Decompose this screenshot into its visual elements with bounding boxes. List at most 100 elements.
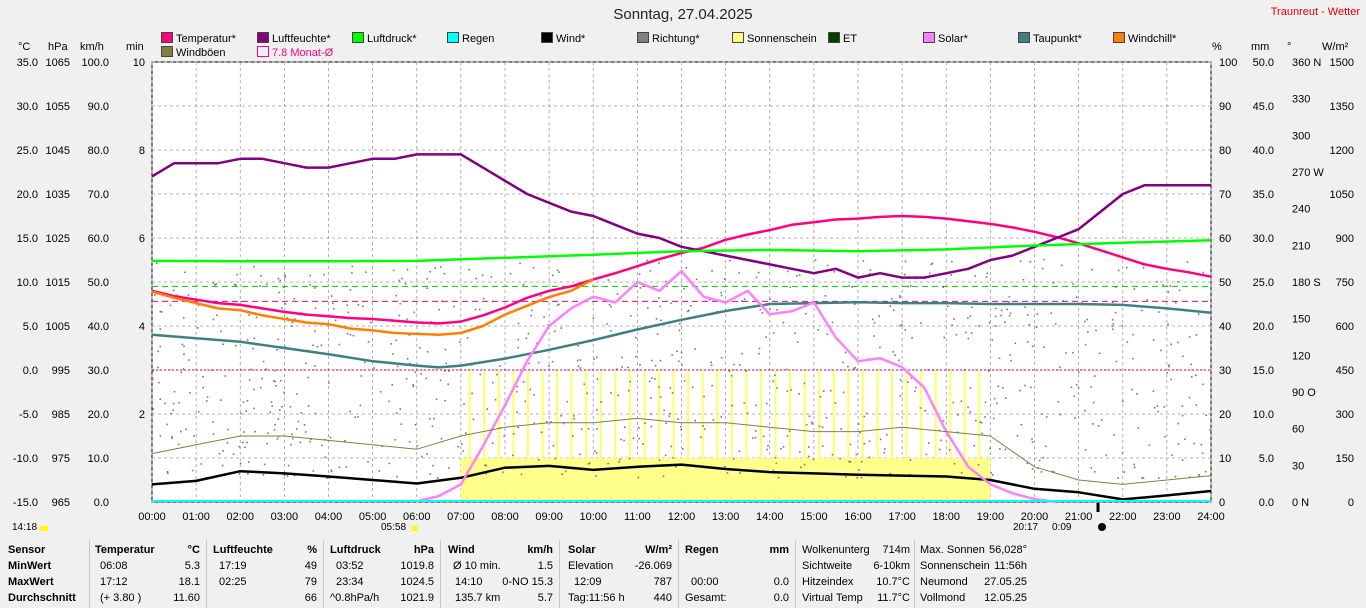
direction-dot [396,475,398,478]
direction-dot [1041,267,1044,270]
legend-item[interactable]: Taupunkt* [1018,32,1082,45]
legend-swatch [541,32,553,43]
direction-dot [821,445,824,447]
direction-dot [969,387,972,389]
direction-dot [215,283,217,285]
direction-dot [732,457,735,460]
direction-dot [357,415,359,418]
direction-dot [159,310,162,313]
legend-item[interactable]: Regen [447,32,494,45]
direction-dot [587,428,590,430]
direction-dot [349,289,352,291]
y-tick-pressure: 985 [52,409,70,421]
direction-dot [458,341,461,343]
direction-dot [166,470,169,473]
direction-dot [359,404,362,407]
y-tick-direction: 240 [1292,204,1310,216]
y-tick-wind: 20.0 [88,409,109,421]
direction-dot [457,446,459,448]
direction-dot [951,260,953,263]
site-name[interactable]: Traunreut - Wetter [1270,6,1360,18]
direction-dot [572,435,574,437]
direction-dot [1133,463,1136,466]
direction-dot [464,432,467,434]
direction-dot [994,307,997,310]
direction-dot [920,322,922,324]
luftdruck-title: Luftdruck [330,544,381,556]
x-tick-label: 04:00 [315,511,343,523]
direction-dot [412,385,415,388]
direction-dot [286,317,289,319]
direction-dot [265,368,268,370]
direction-dot [788,430,791,433]
y-tick-humidity: 10 [1219,453,1231,465]
direction-dot [646,259,649,262]
direction-dot [862,260,865,262]
legend-item[interactable]: Sonnenschein [732,32,817,45]
legend-item[interactable]: Richtung* [637,32,700,45]
legend-item[interactable]: Solar* [923,32,968,45]
direction-dot [960,471,963,474]
direction-dot [1190,363,1193,366]
direction-dot [421,455,423,458]
direction-dot [395,412,398,415]
luftfeuchte-min-value: 49 [304,560,317,572]
legend-item[interactable]: Luftdruck* [352,32,417,45]
direction-dot [704,428,706,430]
x-tick-label: 19:00 [977,511,1005,523]
direction-dot [267,432,269,434]
legend-item[interactable]: Wind* [541,32,585,45]
direction-dot [346,332,349,335]
legend-item[interactable]: Luftfeuchte* [257,32,331,45]
legend-item[interactable]: Windböen [161,46,226,59]
series-line-7 [151,417,1212,485]
direction-dot [246,441,248,444]
regen-title: Regen [685,544,719,556]
legend-item[interactable]: Temperatur* [161,32,236,45]
direction-dot [177,443,180,446]
direction-dot [426,351,429,353]
direction-dot [967,406,969,409]
direction-dot [379,390,382,393]
direction-dot [677,360,680,362]
direction-dot [197,411,200,413]
direction-dot [1073,395,1076,398]
direction-dot [408,440,411,443]
direction-dot [842,391,845,394]
y-tick-humidity: 50 [1219,277,1231,289]
direction-dot [242,401,245,403]
direction-dot [532,266,535,269]
solar-max-value: 787 [653,576,672,588]
direction-dot [842,361,844,364]
direction-dot [1160,349,1162,352]
direction-dot [769,307,771,310]
direction-dot [248,314,250,316]
legend-item[interactable]: Windchill* [1113,32,1176,45]
y-tick-solar: 0 [1348,497,1354,509]
legend-item[interactable]: 7.8 Monat-Ø [257,46,333,59]
direction-dot [291,321,294,324]
direction-dot [475,277,478,280]
direction-dot [573,415,575,417]
direction-dot [994,325,997,327]
axis-unit-right: W/m² [1322,41,1349,53]
direction-dot [1035,326,1038,329]
direction-dot [1167,323,1169,326]
direction-dot [648,380,651,383]
luftdruck-trend: ^0.8hPa/h [330,592,380,604]
legend-item[interactable]: ET [828,32,857,45]
direction-dot [304,431,307,433]
direction-dot [951,324,953,327]
direction-dot [898,359,900,362]
direction-dot [849,461,852,463]
direction-dot [651,359,653,362]
legend-label: Wind* [556,33,586,45]
direction-dot [860,460,863,463]
direction-dot [181,343,184,346]
direction-dot [246,339,249,341]
direction-dot [240,300,243,303]
legend-swatch [352,32,364,43]
direction-dot [610,305,612,308]
direction-dot [868,440,871,443]
direction-dot [1141,477,1143,479]
